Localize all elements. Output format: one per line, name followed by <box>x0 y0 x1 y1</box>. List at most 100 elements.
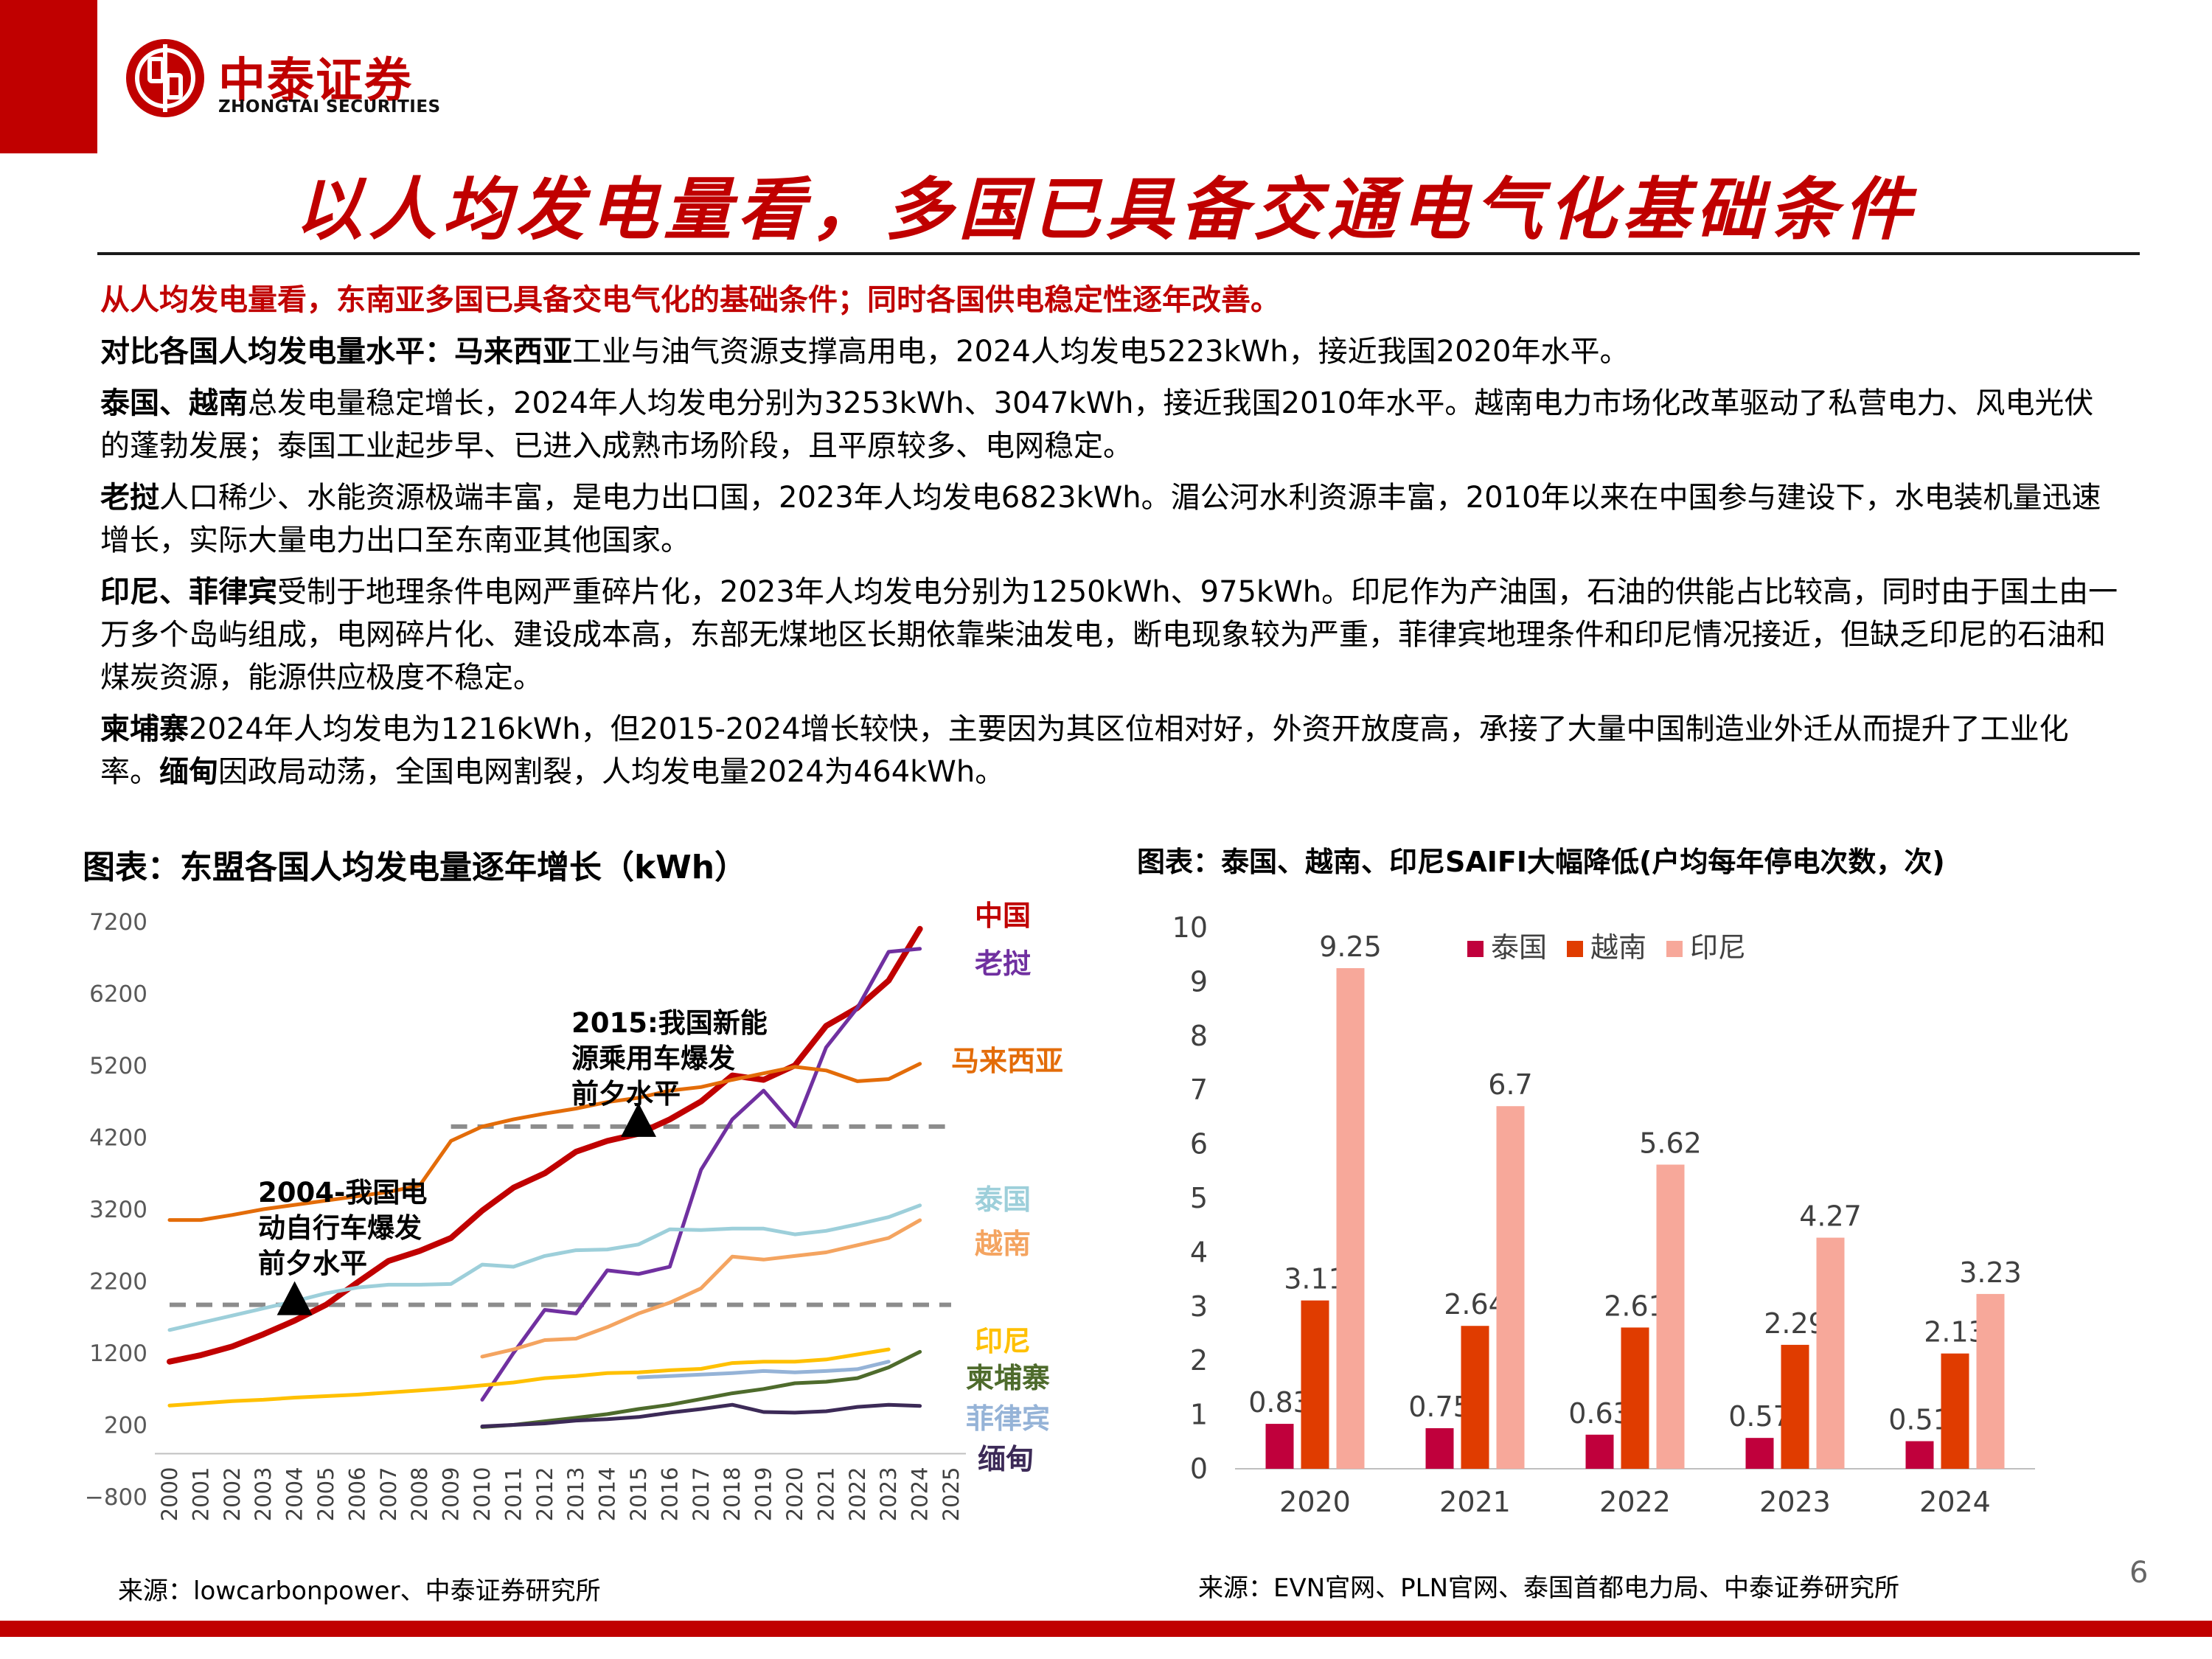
legend-swatch <box>1567 941 1583 957</box>
data-label: 0.51 <box>1888 1404 1951 1436</box>
y-tick-label: 10 <box>1172 911 1208 944</box>
data-label: 3.23 <box>1959 1256 2022 1289</box>
series-label: 越南 <box>975 1228 1031 1260</box>
y-tick-label: 4 <box>1190 1236 1208 1268</box>
footer-bar <box>0 1621 2212 1637</box>
bar <box>1621 1327 1649 1469</box>
chart-title-generation: 图表：东盟各国人均发电量逐年增长（kWh） <box>83 849 748 886</box>
company-logo-icon <box>126 39 204 117</box>
series-label: 中国 <box>975 900 1031 932</box>
paragraph-heading: 对比各国人均发电量水平：马来西亚 <box>100 335 572 369</box>
y-tick-label: 2200 <box>89 1269 147 1295</box>
paragraph-heading: 印尼、菲律宾 <box>100 575 277 609</box>
paragraph-text: 工业与油气资源支撑高用电，2024人均发电5223kWh，接近我国2020年水平… <box>572 335 1630 369</box>
brand-name-en: ZHONGTAI SECURITIES <box>218 97 441 116</box>
annotation-text: 动自行车爆发 <box>258 1212 422 1244</box>
bar <box>1461 1326 1489 1469</box>
x-tick-label: 2013 <box>563 1467 588 1522</box>
y-tick-label: 5 <box>1190 1182 1208 1214</box>
bar <box>1585 1434 1614 1469</box>
x-tick-label: 2024 <box>1919 1486 1991 1518</box>
x-tick-label: 2020 <box>782 1467 807 1522</box>
annotation-text: 源乘用车爆发 <box>571 1043 735 1074</box>
x-tick-label: 2017 <box>689 1467 714 1522</box>
data-label: 2.61 <box>1604 1290 1666 1322</box>
y-tick-label: 7 <box>1190 1074 1208 1106</box>
page-number: 6 <box>2129 1556 2149 1590</box>
data-label: 2.13 <box>1924 1316 1986 1349</box>
data-label: 2.29 <box>1764 1307 1826 1340</box>
y-tick-label: −800 <box>85 1484 147 1511</box>
annotation-text: 前夕水平 <box>571 1078 681 1110</box>
x-tick-label: 2020 <box>1279 1486 1351 1518</box>
series-line <box>636 1360 891 1380</box>
bar <box>1656 1164 1685 1469</box>
x-tick-label: 2001 <box>188 1467 213 1522</box>
data-label: 0.83 <box>1248 1386 1311 1419</box>
annotation-text: 2004-我国电 <box>258 1177 427 1208</box>
annotation-text: 前夕水平 <box>258 1248 367 1279</box>
data-label: 6.7 <box>1488 1068 1532 1101</box>
x-tick-label: 2021 <box>1439 1486 1511 1518</box>
bar <box>1301 1300 1329 1469</box>
x-tick-label: 2005 <box>313 1467 338 1522</box>
paragraph-indonesia-philippines: 印尼、菲律宾受制于地理条件电网严重碎片化，2023年人均发电分别为1250kWh… <box>100 571 2121 699</box>
y-tick-label: 7200 <box>89 909 147 936</box>
series-line <box>480 1349 922 1429</box>
bar <box>1816 1237 1845 1469</box>
legend-swatch <box>1666 941 1683 957</box>
x-tick-label: 2012 <box>532 1467 557 1522</box>
x-tick-label: 2023 <box>1759 1486 1831 1518</box>
x-tick-label: 2021 <box>813 1467 838 1522</box>
lead-text: 从人均发电量看，东南亚多国已具备交电气化的基础条件；同时各国供电稳定性逐年改善。 <box>100 283 1280 317</box>
source-note-saifi: 来源：EVN官网、PLN官网、泰国首都电力局、中泰证券研究所 <box>1198 1573 1900 1603</box>
bar <box>1976 1293 2005 1469</box>
y-tick-label: 8 <box>1190 1020 1208 1052</box>
bar <box>1496 1106 1525 1469</box>
series-label: 老挝 <box>975 947 1031 980</box>
y-tick-label: 4200 <box>89 1125 147 1152</box>
series-line <box>480 947 922 1402</box>
paragraph-malaysia: 对比各国人均发电量水平：马来西亚工业与油气资源支撑高用电，2024人均发电522… <box>100 330 2121 373</box>
data-label: 4.27 <box>1799 1200 1862 1233</box>
paragraph-heading: 泰国、越南 <box>100 386 248 420</box>
paragraph-thailand-vietnam: 泰国、越南总发电量稳定增长，2024年人均发电分别为3253kWh、3047kW… <box>100 382 2121 467</box>
x-tick-label: 2014 <box>595 1467 620 1522</box>
x-tick-label: 2006 <box>344 1467 369 1522</box>
x-tick-label: 2022 <box>845 1467 870 1522</box>
bar <box>1336 968 1365 1469</box>
series-label: 泰国 <box>975 1183 1031 1216</box>
series-line <box>167 925 923 1365</box>
annotation-text: 2015:我国新能 <box>571 1007 768 1039</box>
body-text: 从人均发电量看，东南亚多国已具备交电气化的基础条件；同时各国供电稳定性逐年改善。… <box>100 279 2121 802</box>
bar <box>1905 1441 1934 1469</box>
paragraph-cambodia-myanmar: 柬埔寨2024年人均发电为1216kWh，但2015-2024增长较快，主要因为… <box>100 708 2121 793</box>
brand-corner-bar <box>0 0 97 153</box>
series-line <box>480 1218 922 1359</box>
y-tick-label: 200 <box>104 1413 147 1439</box>
series-label: 印尼 <box>975 1325 1031 1357</box>
bar <box>1425 1427 1454 1469</box>
legend-label: 越南 <box>1590 931 1646 964</box>
legend-label: 泰国 <box>1491 931 1547 964</box>
x-tick-label: 2008 <box>407 1467 432 1522</box>
paragraph-heading: 柬埔寨 <box>100 712 189 746</box>
paragraph-text: 受制于地理条件电网严重碎片化，2023年人均发电分别为1250kWh、975kW… <box>100 575 2118 695</box>
x-tick-label: 2002 <box>220 1467 245 1522</box>
data-label: 5.62 <box>1639 1127 1702 1159</box>
brand-name-cn: 中泰证券 <box>218 54 413 108</box>
data-label: 3.11 <box>1284 1263 1346 1295</box>
y-tick-label: 0 <box>1190 1453 1208 1485</box>
y-tick-label: 2 <box>1190 1344 1208 1377</box>
legend-swatch <box>1467 941 1484 957</box>
bar-chart-saifi: 0 1 2 3 4 5 6 7 8 9 10 2020 0.83 3.11 9.25 2021 0.75 2.64… <box>1172 911 2035 1518</box>
y-tick-label: 5200 <box>89 1053 147 1079</box>
x-tick-label: 2004 <box>282 1467 307 1522</box>
x-tick-label: 2000 <box>157 1467 182 1522</box>
legend-label: 印尼 <box>1690 931 1746 964</box>
bar <box>1745 1438 1774 1469</box>
series-label: 柬埔寨 <box>966 1362 1050 1394</box>
bar <box>1265 1424 1294 1469</box>
company-logo: 中泰证券 ZHONGTAI SECURITIES <box>124 37 478 125</box>
x-tick-label: 2019 <box>751 1467 776 1522</box>
